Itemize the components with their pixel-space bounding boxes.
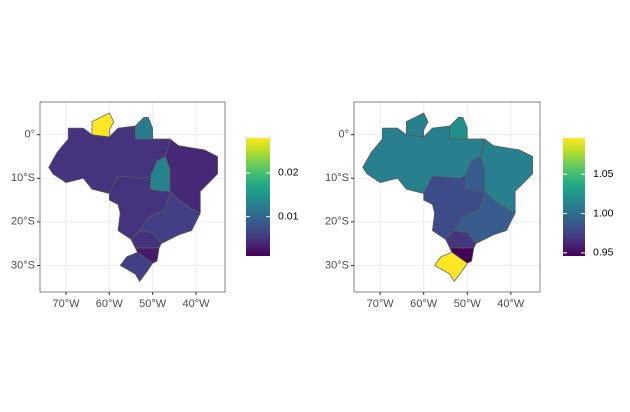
region xyxy=(165,138,218,214)
colorbar-label: 0.95 xyxy=(593,247,614,259)
region xyxy=(453,190,516,244)
region xyxy=(405,112,429,138)
x-tick-label: 70°W xyxy=(52,298,80,310)
y-tick-label: 30°S xyxy=(325,259,349,271)
x-tick-label: 40°W xyxy=(497,298,525,310)
x-tick-label: 70°W xyxy=(367,298,395,310)
region xyxy=(48,125,171,194)
x-tick-label: 60°W xyxy=(410,298,438,310)
colorbar-label: 1.00 xyxy=(593,207,614,219)
region xyxy=(119,251,153,282)
x-tick-label: 40°W xyxy=(182,298,210,310)
y-tick-label: 0° xyxy=(24,129,35,141)
x-tick-label: 50°W xyxy=(454,298,482,310)
region xyxy=(91,112,115,138)
y-tick-label: 20°S xyxy=(11,216,35,228)
region xyxy=(362,125,486,194)
region xyxy=(134,116,153,140)
panel-border xyxy=(39,101,226,293)
y-tick-label: 10°S xyxy=(325,172,349,184)
x-tick-label: 60°W xyxy=(96,298,124,310)
region xyxy=(434,251,468,282)
y-tick-label: 10°S xyxy=(11,172,35,184)
colorbar-label: 1.05 xyxy=(593,168,614,180)
panel-border xyxy=(353,101,541,293)
region xyxy=(449,116,468,140)
colorbar-label: 0.02 xyxy=(278,167,299,179)
y-tick-label: 20°S xyxy=(325,216,349,228)
colorbar xyxy=(246,138,270,256)
colorbar-label: 0.01 xyxy=(278,210,299,222)
region xyxy=(139,190,201,244)
x-tick-label: 50°W xyxy=(139,298,167,310)
colorbar xyxy=(563,138,585,256)
y-tick-label: 30°S xyxy=(11,259,35,271)
region xyxy=(479,138,533,214)
y-tick-label: 0° xyxy=(338,129,349,141)
